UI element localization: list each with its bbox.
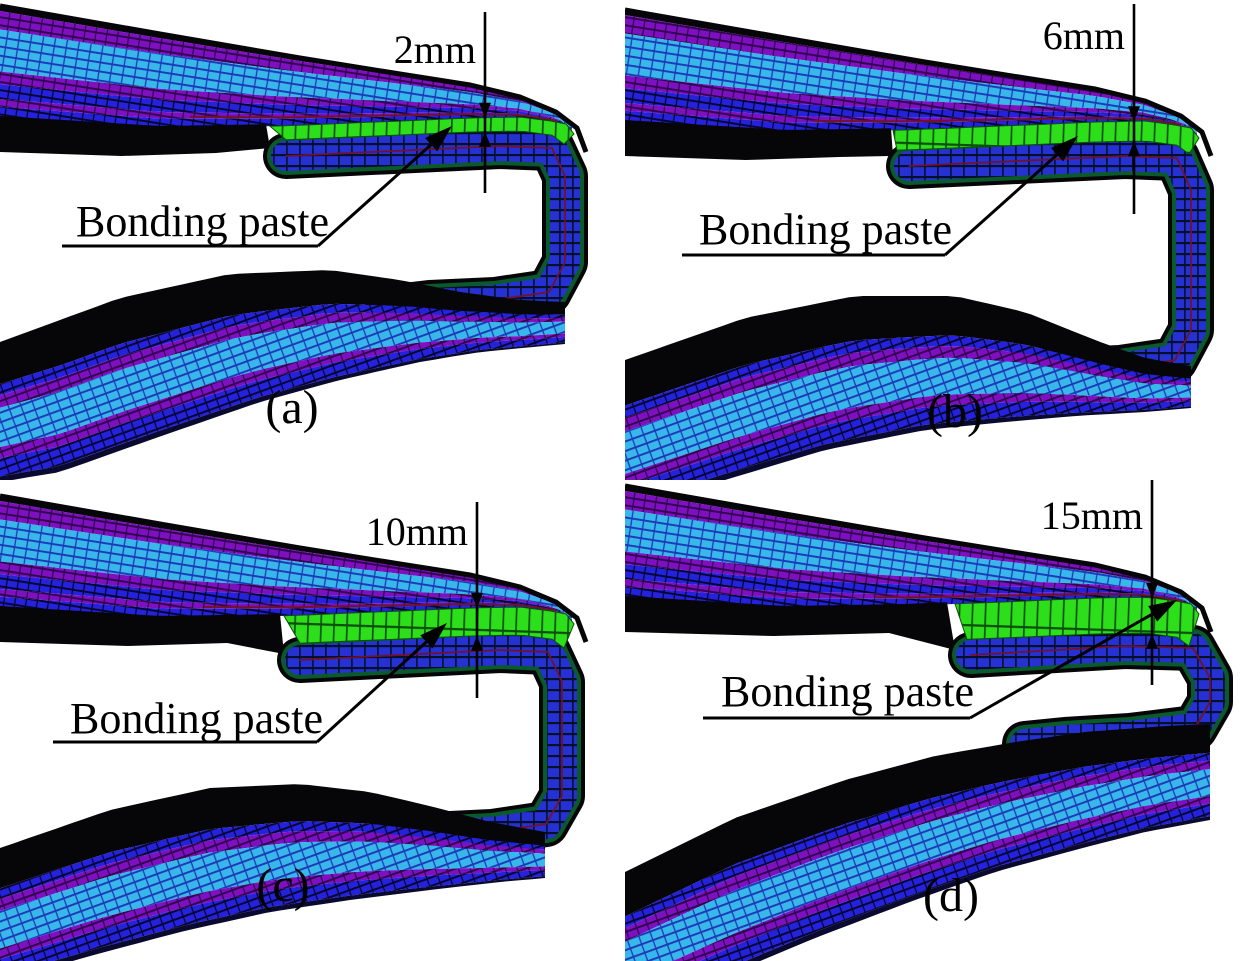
dimension-line: [479, 12, 491, 193]
bonding-paste-region: [268, 116, 575, 145]
bonding-paste-label: Bonding paste: [721, 667, 974, 716]
dimension-arrow-top: [471, 592, 483, 608]
leader-arrowhead: [420, 623, 447, 649]
panel-letter: (a): [265, 381, 319, 434]
leader-line: [53, 623, 447, 744]
dimension-label: 10mm: [365, 509, 468, 554]
shell-black-wedge: [0, 606, 284, 654]
shell-black-wedge: [0, 116, 270, 156]
panel-c: 10mm Bonding paste (c): [0, 480, 625, 961]
leader-line: [62, 126, 452, 248]
bonding-paste-region: [892, 120, 1200, 155]
dimension-arrow-bottom: [479, 131, 491, 147]
panel-b: 6mm Bonding paste (b): [625, 0, 1250, 480]
lower-shell-mesh: [0, 784, 545, 961]
bonding-paste-region: [954, 596, 1200, 647]
panel-letter: (c): [256, 859, 310, 912]
dimension-line: [471, 502, 483, 698]
panel-a: 2mm Bonding paste (a): [0, 0, 625, 480]
dimension-label: 6mm: [1042, 13, 1125, 58]
panel-b-mesh-figure: [625, 4, 1214, 480]
panel-d: 15mm Bonding paste (d): [625, 480, 1250, 961]
bonding-paste-region: [283, 606, 575, 649]
dimension-arrow-top: [1146, 582, 1158, 598]
dimension-arrow-bottom: [1146, 633, 1158, 649]
upper-shell-mesh: [625, 483, 1214, 633]
panel-d-mesh-figure: [625, 480, 1233, 961]
dimension-line: [1128, 4, 1140, 214]
shell-black-wedge: [625, 120, 893, 160]
dimension-arrow-top: [1128, 106, 1140, 122]
upper-shell-mesh: [625, 7, 1214, 157]
dimension-line: [1146, 480, 1158, 685]
bonding-paste-label: Bonding paste: [699, 205, 952, 254]
leader-line: [682, 136, 1078, 257]
dimension-arrow-top: [479, 102, 491, 118]
dimension-label: 15mm: [1040, 493, 1143, 538]
leader-arrowhead: [1051, 136, 1078, 162]
lower-shell-mesh: [625, 296, 1191, 480]
bonding-paste-label: Bonding paste: [76, 197, 329, 246]
dimension-arrow-bottom: [471, 635, 483, 651]
lower-shell-mesh: [625, 724, 1210, 961]
dimension-label: 2mm: [393, 27, 476, 72]
dimension-arrow-bottom: [1128, 141, 1140, 157]
upper-shell-mesh: [0, 3, 589, 153]
panel-c-mesh-figure: [0, 493, 589, 961]
panel-a-mesh-figure: [0, 3, 589, 480]
shell-black-wedge: [625, 596, 955, 650]
panel-letter: (d): [923, 869, 979, 922]
panel-letter: (b): [927, 385, 983, 438]
lower-shell-mesh: [0, 270, 565, 480]
bonding-paste-label: Bonding paste: [70, 694, 323, 743]
upper-shell-mesh: [0, 493, 589, 643]
leader-line: [703, 600, 1177, 720]
leader-arrowhead: [1148, 600, 1177, 622]
leader-arrowhead: [425, 126, 452, 152]
